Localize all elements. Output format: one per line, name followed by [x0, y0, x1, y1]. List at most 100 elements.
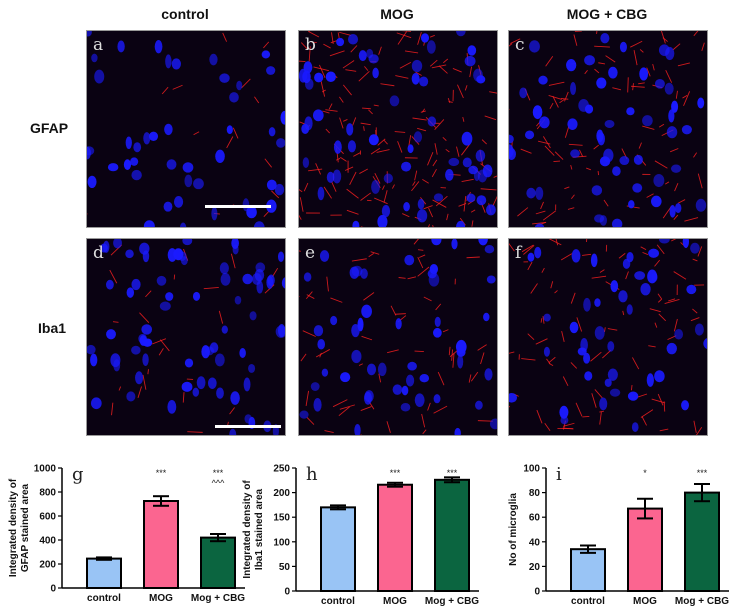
stain-process [299, 250, 301, 252]
stain-process [364, 66, 369, 71]
nucleus [230, 391, 240, 405]
panel-label: c [515, 35, 525, 55]
nucleus [244, 414, 252, 424]
stain-process [358, 363, 363, 366]
stain-process [340, 156, 347, 162]
stain-process [263, 210, 270, 217]
stain-process [397, 141, 403, 153]
stain-process [431, 168, 437, 178]
nucleus [594, 214, 605, 223]
nucleus [590, 253, 598, 268]
stain-process [339, 117, 344, 129]
stain-process [630, 40, 643, 48]
nucleus [566, 59, 577, 72]
micrograph-texture [87, 31, 285, 227]
stain-process [646, 67, 651, 77]
nucleus [363, 391, 372, 405]
stain-process [538, 140, 551, 145]
stain-process [374, 172, 381, 184]
y-tick-label: 100 [273, 537, 290, 548]
nucleus [473, 169, 480, 182]
nucleus [184, 174, 193, 188]
stain-process [417, 32, 422, 45]
stain-process [449, 349, 459, 358]
nucleus [445, 168, 454, 181]
nucleus [529, 40, 540, 53]
nucleus [671, 100, 679, 113]
stain-process [423, 296, 432, 302]
micrograph-b: b [298, 30, 498, 228]
nucleus [142, 338, 153, 347]
nucleus [583, 297, 591, 312]
stain-process [386, 421, 391, 433]
stain-process [326, 276, 329, 292]
nucleus [131, 345, 141, 355]
stain-process [599, 269, 605, 273]
nucleus [139, 242, 150, 255]
x-tick-label: MOG [383, 596, 407, 607]
nucleus [666, 342, 677, 355]
nucleus [229, 92, 239, 103]
stain-process [448, 101, 453, 103]
nucleus [489, 418, 497, 430]
stain-process [560, 97, 569, 100]
stain-process [445, 148, 450, 153]
stain-process [646, 193, 654, 198]
stain-process [306, 416, 315, 425]
nucleus [482, 164, 493, 178]
panel-label: h [306, 464, 318, 485]
stain-process [682, 94, 688, 99]
stain-process [423, 205, 433, 210]
micrograph-texture [87, 239, 285, 435]
stain-process [690, 317, 700, 322]
stain-process [346, 188, 359, 199]
nucleus [154, 40, 163, 54]
stain-process [420, 110, 426, 113]
stain-process [509, 405, 511, 408]
stain-process [139, 312, 150, 324]
nucleus [457, 354, 464, 369]
nucleus [509, 148, 516, 161]
nucleus [87, 31, 92, 37]
nucleus [126, 287, 135, 298]
stain-process [471, 220, 474, 227]
stain-process [299, 189, 303, 193]
bar [684, 491, 720, 592]
stain-process [433, 405, 448, 414]
nucleus [612, 166, 621, 176]
nucleus [313, 325, 324, 337]
stain-process [378, 46, 382, 55]
nucleus [559, 405, 569, 419]
stain-process [411, 181, 420, 192]
stain-process [477, 420, 493, 422]
stain-process [481, 139, 487, 145]
nucleus [253, 221, 265, 227]
nucleus [666, 126, 678, 139]
nucleus [277, 251, 285, 263]
stain-process [339, 404, 355, 410]
nucleus [91, 53, 98, 63]
nucleus [668, 109, 675, 123]
nucleus [686, 284, 697, 295]
nucleus [326, 171, 335, 183]
nucleus [406, 374, 415, 387]
stain-process [413, 239, 419, 245]
nucleus [281, 277, 285, 289]
nucleus [571, 249, 581, 263]
stain-process [535, 338, 548, 345]
stain-process [381, 435, 383, 436]
x-tick-label: Mog + CBG [675, 596, 729, 607]
stain-process [520, 148, 532, 154]
stain-process [596, 31, 598, 35]
panel-label: f [515, 243, 522, 263]
stain-process [530, 283, 538, 294]
nucleus [332, 169, 342, 184]
stain-process [561, 331, 565, 342]
nucleus [462, 157, 472, 168]
stain-process [299, 121, 306, 125]
stain-process [303, 182, 309, 192]
stain-process [570, 362, 578, 369]
stain-process [446, 213, 449, 221]
stain-process [677, 199, 686, 204]
stain-process [322, 110, 330, 114]
